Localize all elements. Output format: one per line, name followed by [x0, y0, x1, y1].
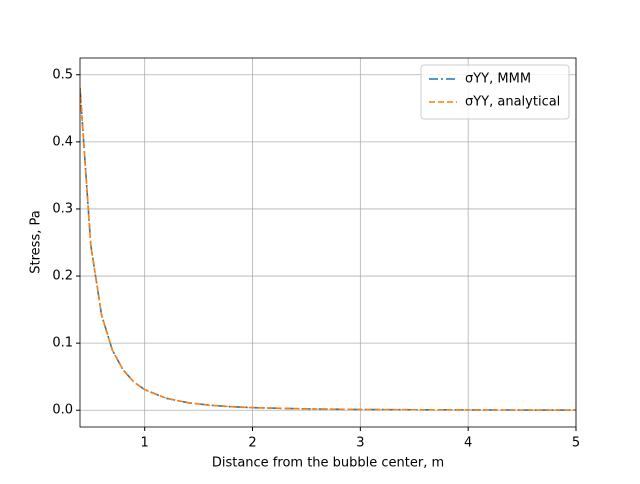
legend-label: σYY, MMM [465, 72, 531, 87]
legend-label: σYY, analytical [465, 95, 560, 110]
x-tick-label: 2 [248, 436, 256, 451]
x-tick-label: 5 [572, 436, 580, 451]
y-axis-label: Stress, Pa [29, 210, 44, 273]
plot-lines [80, 88, 576, 411]
x-tick-label: 1 [141, 436, 149, 451]
y-tick-label: 0.5 [52, 67, 73, 82]
x-tick-label: 3 [356, 436, 364, 451]
x-tick-label: 4 [464, 436, 472, 451]
y-tick-label: 0.4 [52, 134, 73, 149]
plot-frame [79, 57, 577, 428]
data-line [80, 88, 576, 411]
legend-box [420, 64, 570, 120]
y-tick-label: 0.1 [52, 336, 73, 351]
y-tick-label: 0.0 [52, 403, 73, 418]
y-tick-label: 0.3 [52, 201, 73, 216]
x-axis-label: Distance from the bubble center, m [212, 456, 444, 471]
data-line [80, 88, 576, 411]
y-tick-label: 0.2 [52, 269, 73, 284]
